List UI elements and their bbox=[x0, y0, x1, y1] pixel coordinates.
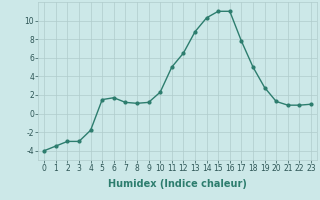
X-axis label: Humidex (Indice chaleur): Humidex (Indice chaleur) bbox=[108, 179, 247, 189]
